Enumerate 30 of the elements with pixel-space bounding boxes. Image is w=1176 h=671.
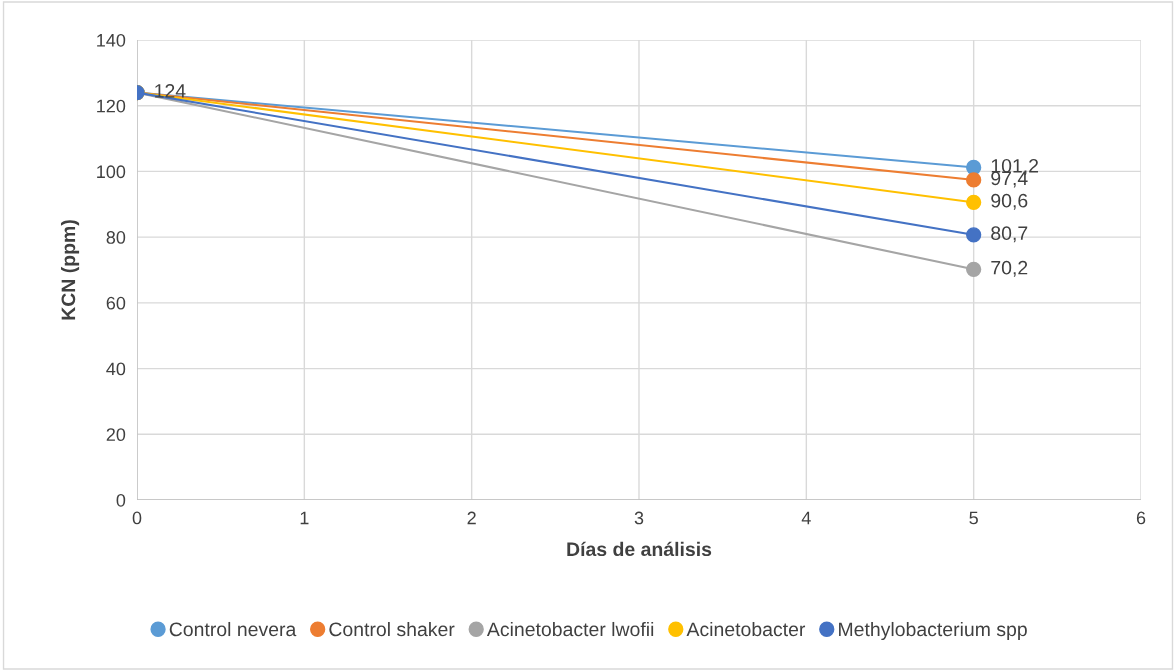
point: [966, 172, 982, 188]
point: [966, 159, 982, 176]
y-tick-label: 100: [97, 165, 126, 179]
x-tick-label: 3: [634, 511, 644, 525]
y-tick-label: 40: [106, 362, 126, 376]
data-label: 80,7: [991, 226, 1028, 243]
y-axis-title: KCN (ppm): [60, 220, 80, 320]
x-axis-title: Días de análisis: [567, 541, 712, 557]
data-label: 124: [155, 84, 186, 98]
x-tick-label: 4: [801, 511, 811, 525]
x-tick-label: 2: [467, 511, 476, 525]
legend-label: Methylobacterium spp: [839, 621, 1027, 641]
legend-label: Control nevera: [169, 621, 297, 637]
data-label: 70,2: [991, 260, 1028, 277]
y-tick-label: 80: [106, 231, 126, 244]
y-tick-label: 120: [97, 99, 126, 113]
legend-label: Control shaker: [329, 621, 455, 637]
y-tick-label: 60: [106, 296, 126, 310]
x-tick-label: 0: [132, 511, 142, 525]
y-tick-label: 140: [97, 33, 126, 47]
y-tick-label: 20: [106, 428, 126, 442]
point: [966, 261, 982, 277]
y-tick-label: 0: [116, 493, 126, 507]
x-tick-label: 5: [969, 511, 978, 525]
x-tick-label: 6: [1136, 511, 1146, 525]
legend-label: Acinetobacter: [686, 621, 806, 637]
legend-label: Acinetobacter lwofii: [486, 621, 654, 637]
point: [966, 194, 982, 210]
x-tick-label: 1: [300, 511, 309, 525]
data-label: 90,6: [991, 193, 1028, 210]
